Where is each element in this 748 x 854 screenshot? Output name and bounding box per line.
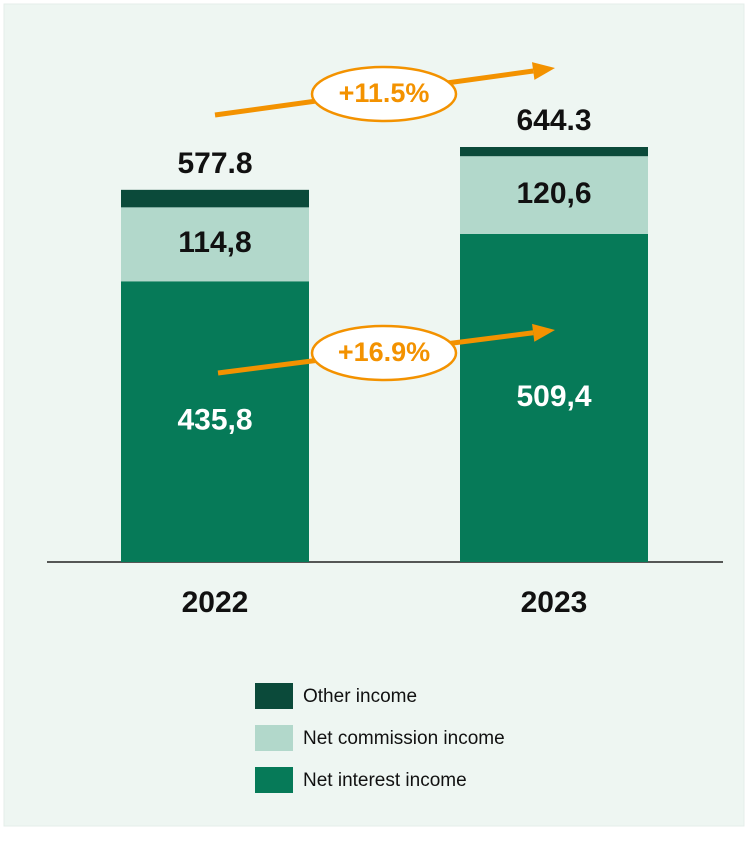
total-label: 644.3 bbox=[516, 104, 591, 137]
arrow-head bbox=[532, 323, 555, 342]
legend-swatch bbox=[255, 767, 293, 793]
legend-label: Net interest income bbox=[303, 770, 467, 791]
arrow-head bbox=[531, 62, 555, 80]
bars: 435,8 114,8 577.8 2022 509,4 120,6 644.3 2023 bbox=[121, 104, 648, 619]
legend-swatch bbox=[255, 683, 293, 709]
value-label: 120,6 bbox=[516, 177, 591, 210]
annotation: +11.5% bbox=[339, 78, 430, 108]
bar-segment bbox=[460, 156, 648, 234]
legend-label: Other income bbox=[303, 686, 417, 707]
bar-segment bbox=[460, 233, 648, 562]
bar-segment bbox=[121, 281, 309, 562]
value-label: 114,8 bbox=[178, 226, 251, 259]
bar-segment bbox=[121, 189, 309, 208]
x-tick-label: 2023 bbox=[521, 586, 588, 619]
legend-label: Net commission income bbox=[303, 728, 505, 749]
annotation: +16.9% bbox=[338, 337, 430, 367]
bar-segment bbox=[121, 207, 309, 282]
total-label: 577.8 bbox=[177, 147, 252, 180]
annotation-bubble bbox=[310, 65, 458, 123]
value-label: 509,4 bbox=[516, 380, 591, 413]
legend-swatch bbox=[255, 725, 293, 751]
annotations: +11.5% +16.9% bbox=[214, 62, 555, 382]
value-label: 435,8 bbox=[177, 404, 252, 437]
annotation-bubble bbox=[310, 324, 458, 382]
bar-segment bbox=[460, 147, 648, 157]
legend: Other income Net commission income Net int… bbox=[255, 683, 505, 793]
x-tick-label: 2022 bbox=[182, 586, 249, 619]
